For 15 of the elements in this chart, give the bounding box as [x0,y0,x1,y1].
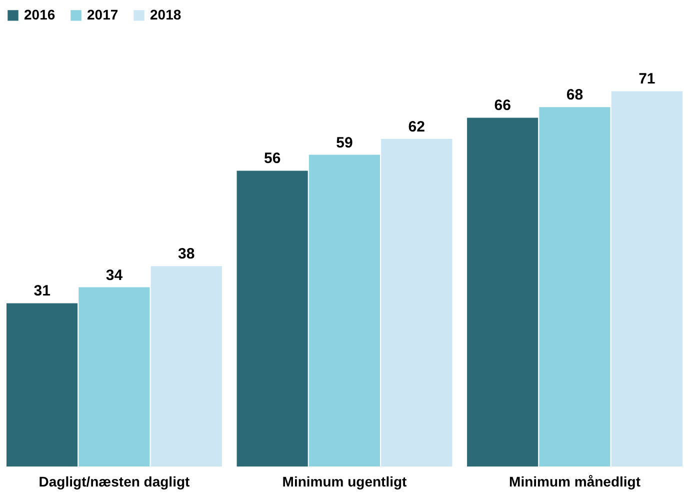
data-label: 38 [178,246,195,263]
data-label: 71 [638,70,656,88]
x-tick-label: Dagligt/næsten dagligt [38,474,190,490]
data-label: 62 [408,118,425,136]
data-label: 34 [106,266,124,284]
data-label: 59 [336,134,353,152]
data-label: 56 [264,150,281,168]
x-tick-label: Minimum månedligt [509,474,641,490]
x-tick-label: Minimum ugentligt [282,474,408,490]
legend-label: 2018 [150,6,182,22]
data-label: 66 [494,97,511,114]
data-label: 68 [566,86,584,104]
legend-label: 2017 [87,6,118,22]
legend-label: 2016 [24,6,56,22]
data-label: 31 [34,282,50,300]
